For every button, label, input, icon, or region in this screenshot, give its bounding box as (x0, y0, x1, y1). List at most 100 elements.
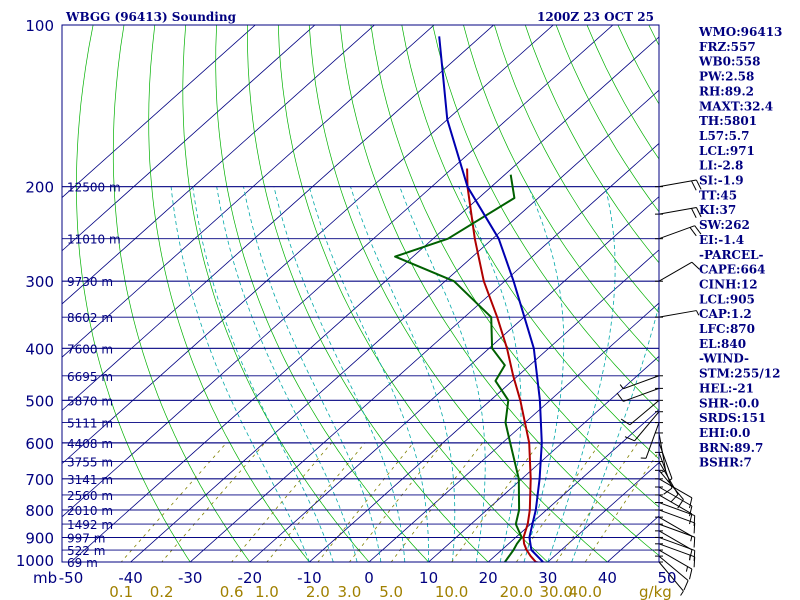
isotherm-line (308, 249, 659, 562)
mixing-ratio-label: 0.6 (220, 583, 244, 600)
wind-barb-flag (624, 436, 635, 442)
wind-barb-staff (658, 530, 693, 551)
height-label: 7600 m (67, 342, 113, 356)
dry-adiabat-line (112, 25, 251, 562)
wind-barb-staff (658, 432, 667, 471)
temperature-tick-label: 30 (538, 569, 557, 587)
isotherm-line (62, 25, 376, 305)
index-entry: LI:-2.8 (699, 159, 743, 173)
isotherm-line (62, 25, 256, 199)
wind-barb-staff (658, 561, 684, 592)
wind-barb-staff (634, 411, 660, 442)
height-label: 12500 m (67, 181, 121, 195)
isotherm-line (62, 25, 614, 518)
temperature-tick-label: -10 (297, 569, 322, 587)
wind-barb-flag (689, 505, 693, 517)
temperature-tick-label: 50 (657, 569, 676, 587)
pressure-tick-label: 900 (25, 529, 54, 547)
isotherm-line (189, 142, 659, 562)
mixing-ratio-line (515, 442, 601, 562)
height-label: 3141 m (67, 473, 113, 487)
pressure-unit-label: mb (33, 569, 57, 587)
index-entry: CAPE:664 (699, 263, 766, 277)
dry-adiabat-line (277, 25, 549, 562)
mixing-ratio-label: 5.0 (379, 583, 403, 600)
index-entry: BSHR:7 (699, 456, 752, 470)
wind-barb-staff (658, 225, 695, 240)
index-entry: LFC:870 (699, 322, 755, 336)
index-entry: CINH:12 (699, 277, 758, 291)
index-entry: TH:5801 (699, 114, 757, 128)
pressure-tick-label: 400 (25, 340, 54, 358)
mixing-ratio-label: 10.0 (435, 583, 468, 600)
wind-barb-staff (658, 523, 695, 538)
wind-barb-flag (689, 568, 693, 580)
wind-barb-flag (683, 580, 689, 591)
wind-barb-flag (620, 418, 631, 426)
mixing-ratio-label: 30.0 (539, 583, 572, 600)
index-entry: -PARCEL- (699, 248, 764, 262)
height-label: 522 m (67, 544, 105, 558)
isotherm-line (249, 196, 659, 562)
isobars (62, 24, 659, 563)
sounding-time: 1200Z 23 OCT 25 (537, 10, 654, 24)
index-entry: L57:5.7 (699, 129, 749, 143)
height-label: 5111 m (67, 417, 113, 431)
temperature-tick-label: 20 (479, 569, 498, 587)
wind-barb-flag (677, 499, 684, 509)
isotherm-line (62, 25, 435, 358)
wind-barb-flag (695, 179, 702, 190)
index-entry: -WIND- (699, 352, 749, 366)
index-entry: STM:255/12 (699, 367, 780, 381)
dry-adiabat-line (524, 25, 659, 264)
wind-barb-flag (693, 515, 696, 527)
height-label: 1492 m (67, 518, 113, 532)
wind-barb-staff (658, 509, 695, 524)
dewpoint-line (394, 174, 523, 562)
dry-adiabat-line (494, 25, 659, 314)
height-label: 69 m (67, 556, 98, 570)
temperature-tick-label: 10 (419, 569, 438, 587)
index-entry: CAP:1.2 (699, 307, 752, 321)
wind-barb-flag (695, 207, 702, 218)
wind-barb-staff (623, 387, 660, 402)
wind-barb-flag (670, 494, 679, 503)
height-label: 4408 m (67, 437, 113, 451)
mixing-ratio-label: 0.2 (150, 583, 174, 600)
plot-frame (61, 24, 660, 563)
index-entry: SHR-:0.0 (699, 396, 759, 410)
wind-barb-flag (691, 208, 697, 218)
index-entry: EHI:0.0 (699, 426, 750, 440)
profiles (394, 36, 544, 562)
pressure-tick-label: 700 (25, 471, 54, 489)
wind-barb-flag (663, 487, 673, 495)
wind-barb-staff (658, 179, 697, 188)
wind-barb-half (690, 536, 693, 542)
moist-adiabat-line (243, 186, 382, 562)
index-entry: PW:2.58 (699, 70, 754, 84)
dry-adiabat-line (215, 25, 430, 562)
pressure-tick-label: 500 (25, 392, 54, 410)
wind-barb-half (695, 310, 700, 316)
wind-barb-staff (629, 399, 660, 426)
index-entry: FRZ:557 (699, 40, 756, 54)
wind-barb (655, 179, 702, 191)
mixing-ratio-unit: g/kg (639, 583, 672, 600)
temperature-tick-label: -50 (59, 569, 84, 587)
temperature-line (466, 168, 541, 562)
mixing-ratio-label: 3.0 (337, 583, 361, 600)
index-entry: LCL:905 (699, 292, 755, 306)
isotherm-line (62, 25, 316, 252)
wind-barb-half (680, 590, 684, 596)
index-entry: WB0:558 (698, 55, 760, 69)
wind-barb-flag (689, 227, 697, 237)
wind-barb-staff (658, 502, 695, 517)
height-labels: 12500 m 11010 m 9730 m 8602 m 7600 m 6695 m 58… (67, 181, 121, 570)
wind-barb (655, 225, 702, 240)
index-entry: RH:89.2 (699, 84, 754, 98)
pressure-tick-label: 300 (25, 273, 54, 291)
wind-barb-flag (689, 513, 693, 525)
temperature-tick-label: -30 (178, 569, 203, 587)
wind-barb-flag (689, 549, 693, 561)
